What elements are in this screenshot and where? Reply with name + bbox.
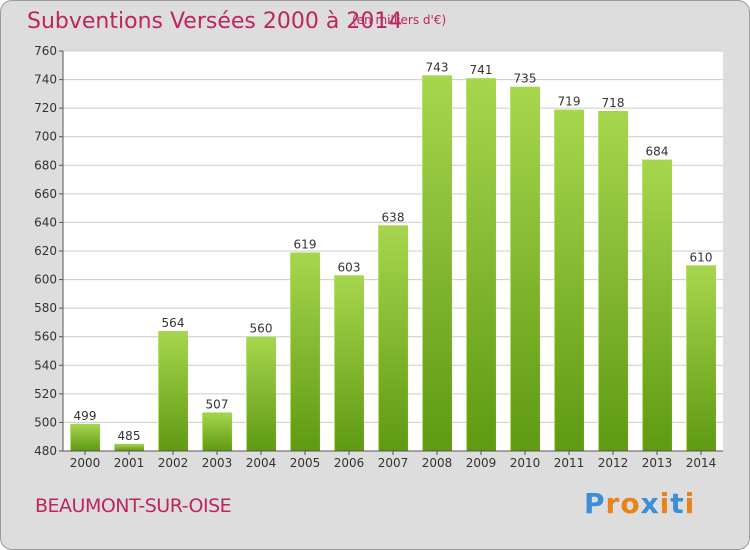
x-tick-label: 2004 bbox=[246, 456, 277, 470]
y-tick-label: 640 bbox=[34, 215, 57, 229]
data-label-2001: 485 bbox=[118, 429, 141, 443]
y-tick-label: 620 bbox=[34, 244, 57, 258]
x-tick-label: 2012 bbox=[598, 456, 629, 470]
y-tick-label: 680 bbox=[34, 158, 57, 172]
data-label-2013: 684 bbox=[646, 145, 669, 159]
bar-2014 bbox=[686, 265, 716, 451]
x-tick-label: 2001 bbox=[114, 456, 145, 470]
data-labels: 499 485 564 507 560 619 603 638 743 741 735 719 718 6… bbox=[74, 60, 713, 443]
bar-2005 bbox=[290, 252, 320, 451]
bar-2007 bbox=[378, 225, 408, 451]
y-tick-label: 660 bbox=[34, 187, 57, 201]
proxiti-logo: Proxiti bbox=[584, 487, 695, 520]
bar-2010 bbox=[510, 86, 540, 451]
bar-2011 bbox=[554, 109, 584, 452]
logo-letter: i bbox=[659, 487, 671, 520]
data-label-2010: 735 bbox=[514, 72, 537, 86]
bar-2013 bbox=[642, 159, 672, 452]
logo-letter: x bbox=[640, 487, 660, 520]
bar-2009 bbox=[466, 78, 496, 452]
data-label-2014: 610 bbox=[690, 250, 713, 264]
logo-letter: i bbox=[684, 487, 696, 520]
y-axis-ticks: 480 500 520 540 560 580 600 620 640 660 680 700 720 7… bbox=[34, 44, 63, 458]
logo-letter: o bbox=[620, 487, 641, 520]
y-tick-label: 480 bbox=[34, 444, 57, 458]
logo-letter: P bbox=[584, 487, 606, 520]
data-label-2011: 719 bbox=[558, 95, 581, 109]
chart-subtitle: (en milliers d'€) bbox=[352, 13, 447, 27]
chart-title: Subventions Versées 2000 à 2014 bbox=[27, 9, 403, 34]
x-tick-label: 2008 bbox=[422, 456, 453, 470]
bar-2012 bbox=[598, 111, 628, 451]
x-tick-label: 2010 bbox=[510, 456, 541, 470]
data-label-2006: 603 bbox=[338, 260, 361, 274]
logo-letter: t bbox=[670, 487, 685, 520]
x-tick-label: 2009 bbox=[466, 456, 497, 470]
data-label-2012: 718 bbox=[602, 96, 625, 110]
bar-2001 bbox=[114, 443, 144, 451]
axes bbox=[62, 51, 723, 452]
x-tick-label: 2007 bbox=[378, 456, 409, 470]
x-tick-label: 2014 bbox=[686, 456, 717, 470]
y-tick-label: 740 bbox=[34, 73, 57, 87]
x-tick-label: 2011 bbox=[554, 456, 585, 470]
x-tick-label: 2013 bbox=[642, 456, 673, 470]
x-axis-ticks: 2000 2001 2002 2003 2004 2005 2006 2007 2008 2009… bbox=[70, 451, 717, 470]
y-tick-label: 700 bbox=[34, 130, 57, 144]
y-tick-label: 600 bbox=[34, 273, 57, 287]
x-tick-label: 2002 bbox=[158, 456, 189, 470]
data-label-2004: 560 bbox=[250, 322, 273, 336]
data-label-2007: 638 bbox=[382, 210, 405, 224]
data-label-2009: 741 bbox=[470, 63, 493, 77]
bar-2006 bbox=[334, 275, 364, 451]
data-label-2008: 743 bbox=[426, 60, 449, 74]
data-label-2005: 619 bbox=[294, 237, 317, 251]
y-tick-label: 720 bbox=[34, 101, 57, 115]
y-tick-label: 560 bbox=[34, 330, 57, 344]
logo-letter: r bbox=[605, 487, 621, 520]
y-tick-label: 540 bbox=[34, 358, 57, 372]
bar-2003 bbox=[202, 412, 232, 451]
bar-2002 bbox=[158, 331, 188, 451]
x-tick-label: 2003 bbox=[202, 456, 233, 470]
y-tick-label: 580 bbox=[34, 301, 57, 315]
bar-2004 bbox=[246, 336, 276, 451]
bars bbox=[70, 75, 716, 452]
x-tick-label: 2006 bbox=[334, 456, 365, 470]
x-tick-label: 2005 bbox=[290, 456, 321, 470]
x-tick-label: 2000 bbox=[70, 456, 101, 470]
bar-2008 bbox=[422, 75, 452, 452]
y-tick-label: 500 bbox=[34, 415, 57, 429]
data-label-2000: 499 bbox=[74, 409, 97, 423]
location-name: BEAUMONT-SUR-OISE bbox=[35, 495, 232, 517]
bar-2000 bbox=[70, 423, 100, 451]
data-label-2002: 564 bbox=[162, 316, 185, 330]
data-label-2003: 507 bbox=[206, 397, 229, 411]
y-tick-label: 520 bbox=[34, 387, 57, 401]
y-tick-label: 760 bbox=[34, 44, 57, 58]
